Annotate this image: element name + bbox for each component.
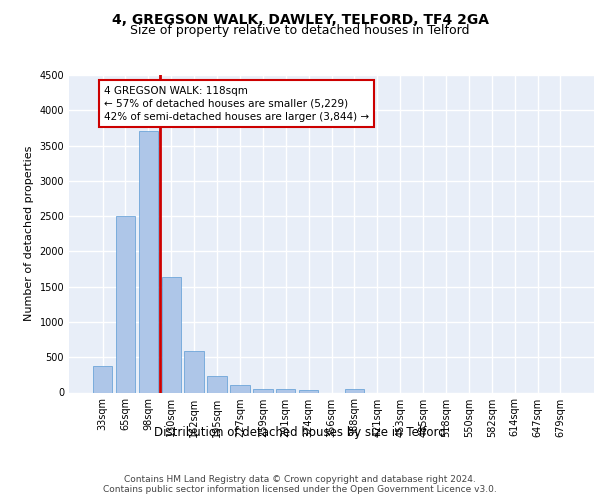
- Bar: [161, 277, 181, 392]
- Text: 4, GREGSON WALK, DAWLEY, TELFORD, TF4 2GA: 4, GREGSON WALK, DAWLEY, TELFORD, TF4 2G…: [112, 12, 488, 26]
- Text: Size of property relative to detached houses in Telford: Size of property relative to detached ho…: [130, 24, 470, 37]
- Text: 4 GREGSON WALK: 118sqm
← 57% of detached houses are smaller (5,229)
42% of semi-: 4 GREGSON WALK: 118sqm ← 57% of detached…: [104, 86, 369, 122]
- Bar: [184, 351, 204, 393]
- Bar: [93, 366, 112, 392]
- Bar: [253, 388, 272, 392]
- Text: Distribution of detached houses by size in Telford: Distribution of detached houses by size …: [154, 426, 446, 439]
- Bar: [276, 388, 295, 392]
- Bar: [116, 216, 135, 392]
- Bar: [230, 386, 250, 392]
- Text: Contains HM Land Registry data © Crown copyright and database right 2024.
Contai: Contains HM Land Registry data © Crown c…: [103, 474, 497, 494]
- Y-axis label: Number of detached properties: Number of detached properties: [24, 146, 34, 322]
- Bar: [139, 132, 158, 392]
- Bar: [299, 390, 319, 392]
- Bar: [344, 389, 364, 392]
- Bar: [208, 376, 227, 392]
